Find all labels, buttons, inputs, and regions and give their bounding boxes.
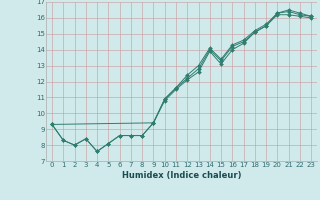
X-axis label: Humidex (Indice chaleur): Humidex (Indice chaleur) [122, 171, 241, 180]
